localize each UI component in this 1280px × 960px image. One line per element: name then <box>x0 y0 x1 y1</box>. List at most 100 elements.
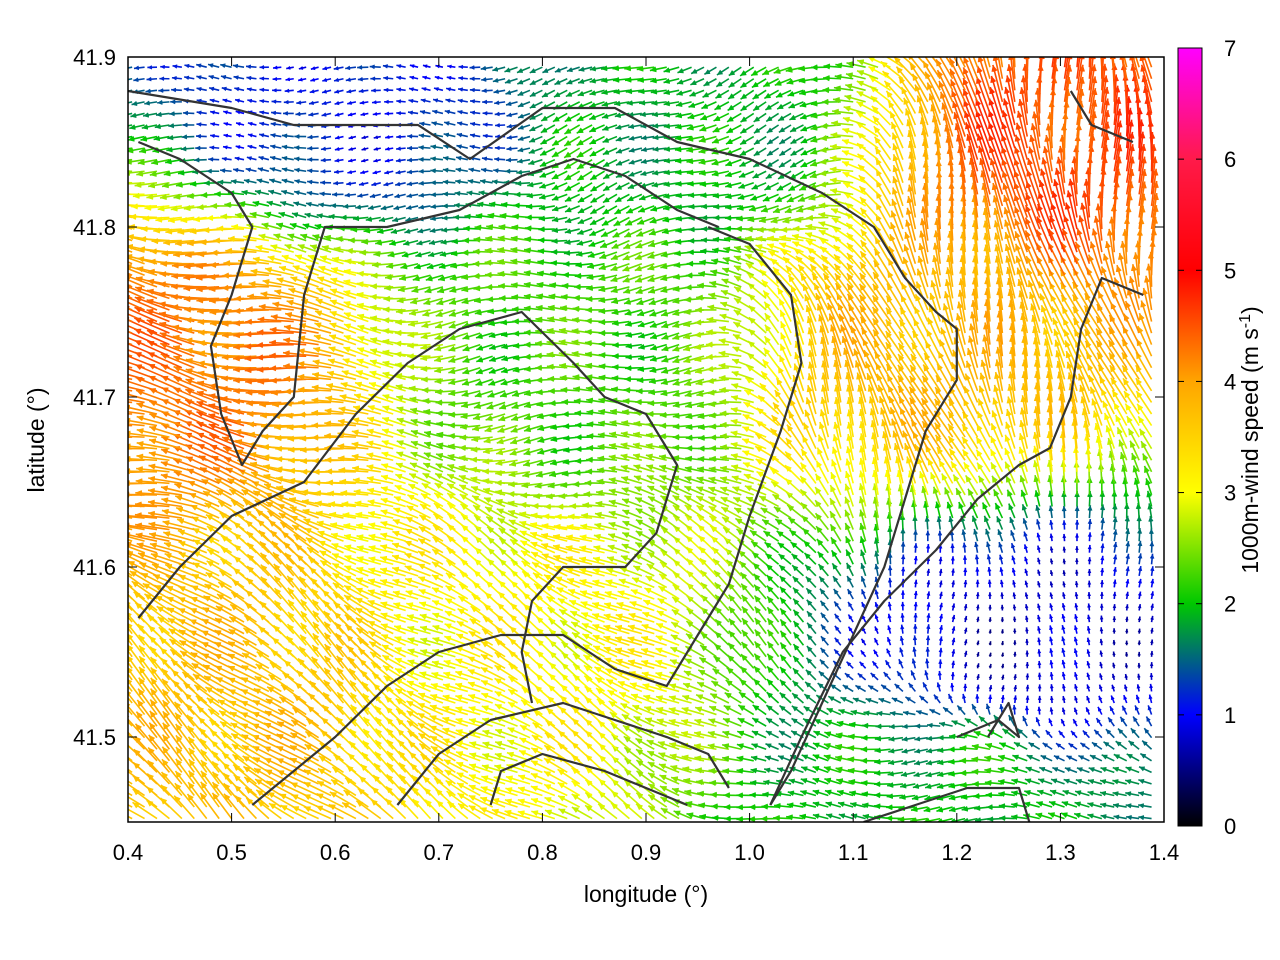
wind-arrow <box>986 554 992 565</box>
wind-arrow <box>537 248 555 255</box>
wind-arrow <box>764 755 779 762</box>
wind-arrow <box>838 813 854 820</box>
wind-arrow <box>404 565 431 577</box>
wind-arrow <box>926 544 931 553</box>
wind-arrow <box>418 168 431 174</box>
wind-arrow <box>986 541 991 553</box>
wind-arrow <box>1061 505 1067 519</box>
wind-arrow <box>999 567 1004 576</box>
wind-arrow <box>1132 716 1140 727</box>
wind-arrow <box>247 144 257 149</box>
wind-arrow <box>635 737 655 750</box>
wind-arrow <box>887 601 892 611</box>
wind-arrow <box>789 529 804 542</box>
wind-arrow <box>211 792 233 820</box>
wind-arrow <box>977 398 991 426</box>
wind-arrow <box>1137 628 1141 634</box>
wind-arrow <box>1073 648 1078 657</box>
wind-arrow <box>936 682 941 692</box>
wind-arrow <box>865 697 879 704</box>
wind-arrow <box>914 748 928 754</box>
wind-arrow <box>778 135 792 145</box>
wind-arrow <box>1062 570 1066 576</box>
wind-arrow <box>1037 660 1042 669</box>
wind-arrow <box>730 395 754 404</box>
wind-arrow <box>1028 741 1041 750</box>
wind-arrow <box>270 144 282 150</box>
wind-arrow <box>901 566 906 576</box>
wind-arrow <box>730 407 754 415</box>
wind-arrow <box>373 147 381 151</box>
wind-arrow <box>372 774 394 797</box>
wind-arrow <box>923 806 941 813</box>
wind-arrow <box>752 704 767 716</box>
wind-arrow <box>988 652 992 657</box>
wind-arrow <box>135 711 158 739</box>
wind-arrow <box>799 813 817 820</box>
wind-arrow <box>1024 778 1040 785</box>
wind-arrow <box>791 692 804 704</box>
wind-arrow <box>1100 567 1105 576</box>
wind-arrow <box>419 613 444 623</box>
wind-arrow <box>950 682 955 692</box>
wind-arrow <box>540 135 556 145</box>
wind-arrow <box>832 575 842 588</box>
wind-arrow <box>1062 592 1066 600</box>
wind-arrow <box>1074 672 1078 681</box>
wind-arrow <box>1089 754 1103 762</box>
wind-arrow <box>961 693 967 704</box>
wind-arrow <box>611 733 630 750</box>
wind-arrow <box>1087 569 1092 576</box>
wind-arrow <box>833 601 842 611</box>
wind-arrow <box>1086 649 1091 657</box>
wind-arrow <box>1112 651 1116 657</box>
wind-arrow <box>628 147 643 153</box>
wind-arrow <box>187 736 208 762</box>
wind-arrow <box>1125 803 1140 809</box>
wind-arrow <box>223 122 232 127</box>
wind-arrow <box>1149 673 1154 680</box>
wind-arrow <box>719 398 742 405</box>
wind-arrow <box>469 144 481 150</box>
wind-arrow <box>589 205 605 215</box>
wind-arrow <box>1074 581 1079 588</box>
wind-arrow <box>517 135 531 141</box>
wind-arrow <box>322 599 345 623</box>
wind-arrow <box>766 158 780 168</box>
wind-arrow <box>752 691 767 704</box>
wind-arrow <box>819 600 829 612</box>
wind-arrow <box>846 575 854 588</box>
wind-arrow <box>361 751 382 773</box>
wind-arrow <box>168 123 182 129</box>
wind-arrow <box>924 783 941 790</box>
wind-arrow <box>669 753 692 762</box>
wind-arrow <box>132 801 158 820</box>
wind-arrow <box>558 608 581 623</box>
wind-arrow <box>164 553 195 566</box>
wind-arrow <box>804 681 817 693</box>
wind-arrow <box>1024 580 1029 588</box>
wind-arrow <box>938 580 943 588</box>
wind-arrow <box>792 620 805 635</box>
wind-arrow <box>1061 647 1066 657</box>
wind-arrow <box>802 527 817 542</box>
wind-arrow <box>1011 790 1028 797</box>
wind-arrow <box>950 460 966 484</box>
wind-arrow <box>430 168 443 174</box>
wind-arrow <box>984 779 1003 786</box>
wind-arrow <box>328 803 357 820</box>
wind-arrow <box>267 791 295 808</box>
wind-arrow <box>647 772 668 785</box>
wind-arrow <box>787 790 804 797</box>
wind-arrow <box>888 736 904 742</box>
wind-arrow <box>779 666 792 681</box>
wind-arrow <box>128 795 145 808</box>
wind-arrow <box>1087 603 1091 611</box>
wind-arrow <box>1150 603 1154 611</box>
wind-arrow <box>831 562 842 577</box>
wind-arrow <box>911 658 917 669</box>
wind-arrow <box>506 146 518 152</box>
wind-arrow <box>191 516 220 531</box>
wind-arrow <box>276 277 307 288</box>
wind-arrow <box>873 792 891 799</box>
